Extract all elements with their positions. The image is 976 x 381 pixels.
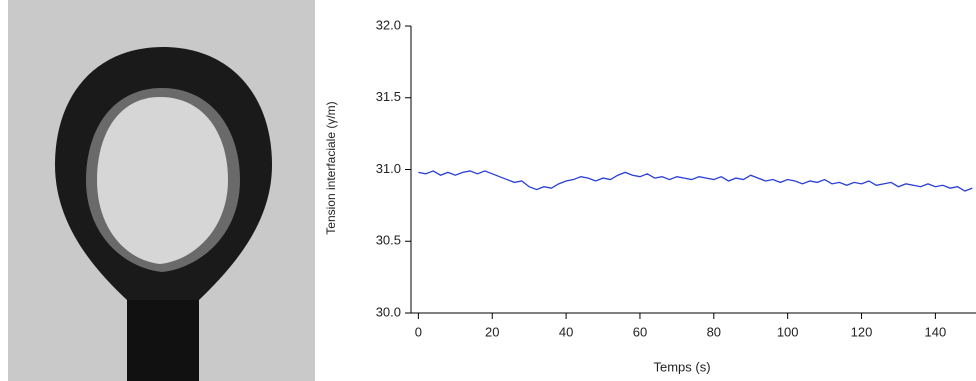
x-tick-label: 80 xyxy=(707,324,721,339)
data-line xyxy=(418,170,973,192)
y-tick-label: 30.0 xyxy=(376,304,401,319)
y-tick-label: 31.5 xyxy=(376,89,401,104)
x-tick-label: 60 xyxy=(633,324,647,339)
x-tick-label: 0 xyxy=(415,324,422,339)
x-tick-label: 120 xyxy=(851,324,873,339)
y-axis-label: Tension interfaciale (γ/m) xyxy=(324,101,338,234)
x-tick-label: 40 xyxy=(559,324,573,339)
needle xyxy=(127,290,199,381)
y-tick-label: 30.5 xyxy=(376,233,401,248)
x-tick-label: 140 xyxy=(925,324,947,339)
drop-interior xyxy=(97,97,228,264)
x-tick-label: 100 xyxy=(777,324,799,339)
drop-photo xyxy=(8,0,315,381)
y-tick-label: 31.0 xyxy=(376,161,401,176)
x-tick-label: 20 xyxy=(485,324,499,339)
y-tick-label: 32.0 xyxy=(376,17,401,32)
x-axis-label: Temps (s) xyxy=(653,359,710,374)
